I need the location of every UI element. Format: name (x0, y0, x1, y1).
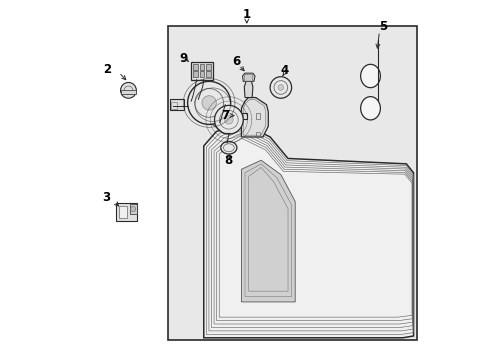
Bar (200, 71, 204, 77)
Circle shape (215, 105, 243, 134)
Bar (120, 206, 127, 218)
Bar (191, 62, 214, 80)
Text: 1: 1 (243, 8, 251, 21)
Bar (256, 132, 260, 137)
Text: 2: 2 (103, 63, 111, 76)
Polygon shape (243, 73, 255, 81)
Bar (129, 204, 137, 214)
Circle shape (278, 85, 284, 90)
Circle shape (131, 207, 136, 212)
Ellipse shape (361, 64, 380, 87)
Bar (206, 71, 211, 77)
Polygon shape (242, 160, 295, 302)
Text: 5: 5 (379, 20, 387, 33)
Bar (206, 64, 211, 69)
Bar (239, 113, 247, 119)
Text: 8: 8 (225, 154, 233, 167)
Bar (171, 102, 176, 109)
Bar (200, 64, 204, 69)
Text: 4: 4 (280, 64, 289, 77)
Bar (256, 113, 260, 119)
Bar (116, 203, 137, 221)
Bar (239, 114, 243, 118)
Circle shape (188, 81, 231, 125)
Text: 7: 7 (221, 109, 229, 122)
Circle shape (202, 96, 216, 110)
Bar (194, 71, 198, 77)
Bar (168, 26, 417, 339)
Circle shape (121, 82, 136, 98)
Bar (194, 64, 198, 69)
Bar (245, 74, 252, 81)
Text: 9: 9 (179, 51, 188, 64)
Bar (121, 90, 136, 94)
Ellipse shape (221, 141, 237, 154)
Circle shape (270, 77, 292, 98)
Polygon shape (204, 123, 414, 338)
Bar (170, 99, 184, 110)
Ellipse shape (361, 96, 380, 120)
Text: 3: 3 (102, 192, 110, 204)
Polygon shape (245, 80, 253, 98)
Circle shape (224, 116, 233, 124)
Polygon shape (242, 98, 269, 137)
Text: 6: 6 (232, 55, 240, 68)
